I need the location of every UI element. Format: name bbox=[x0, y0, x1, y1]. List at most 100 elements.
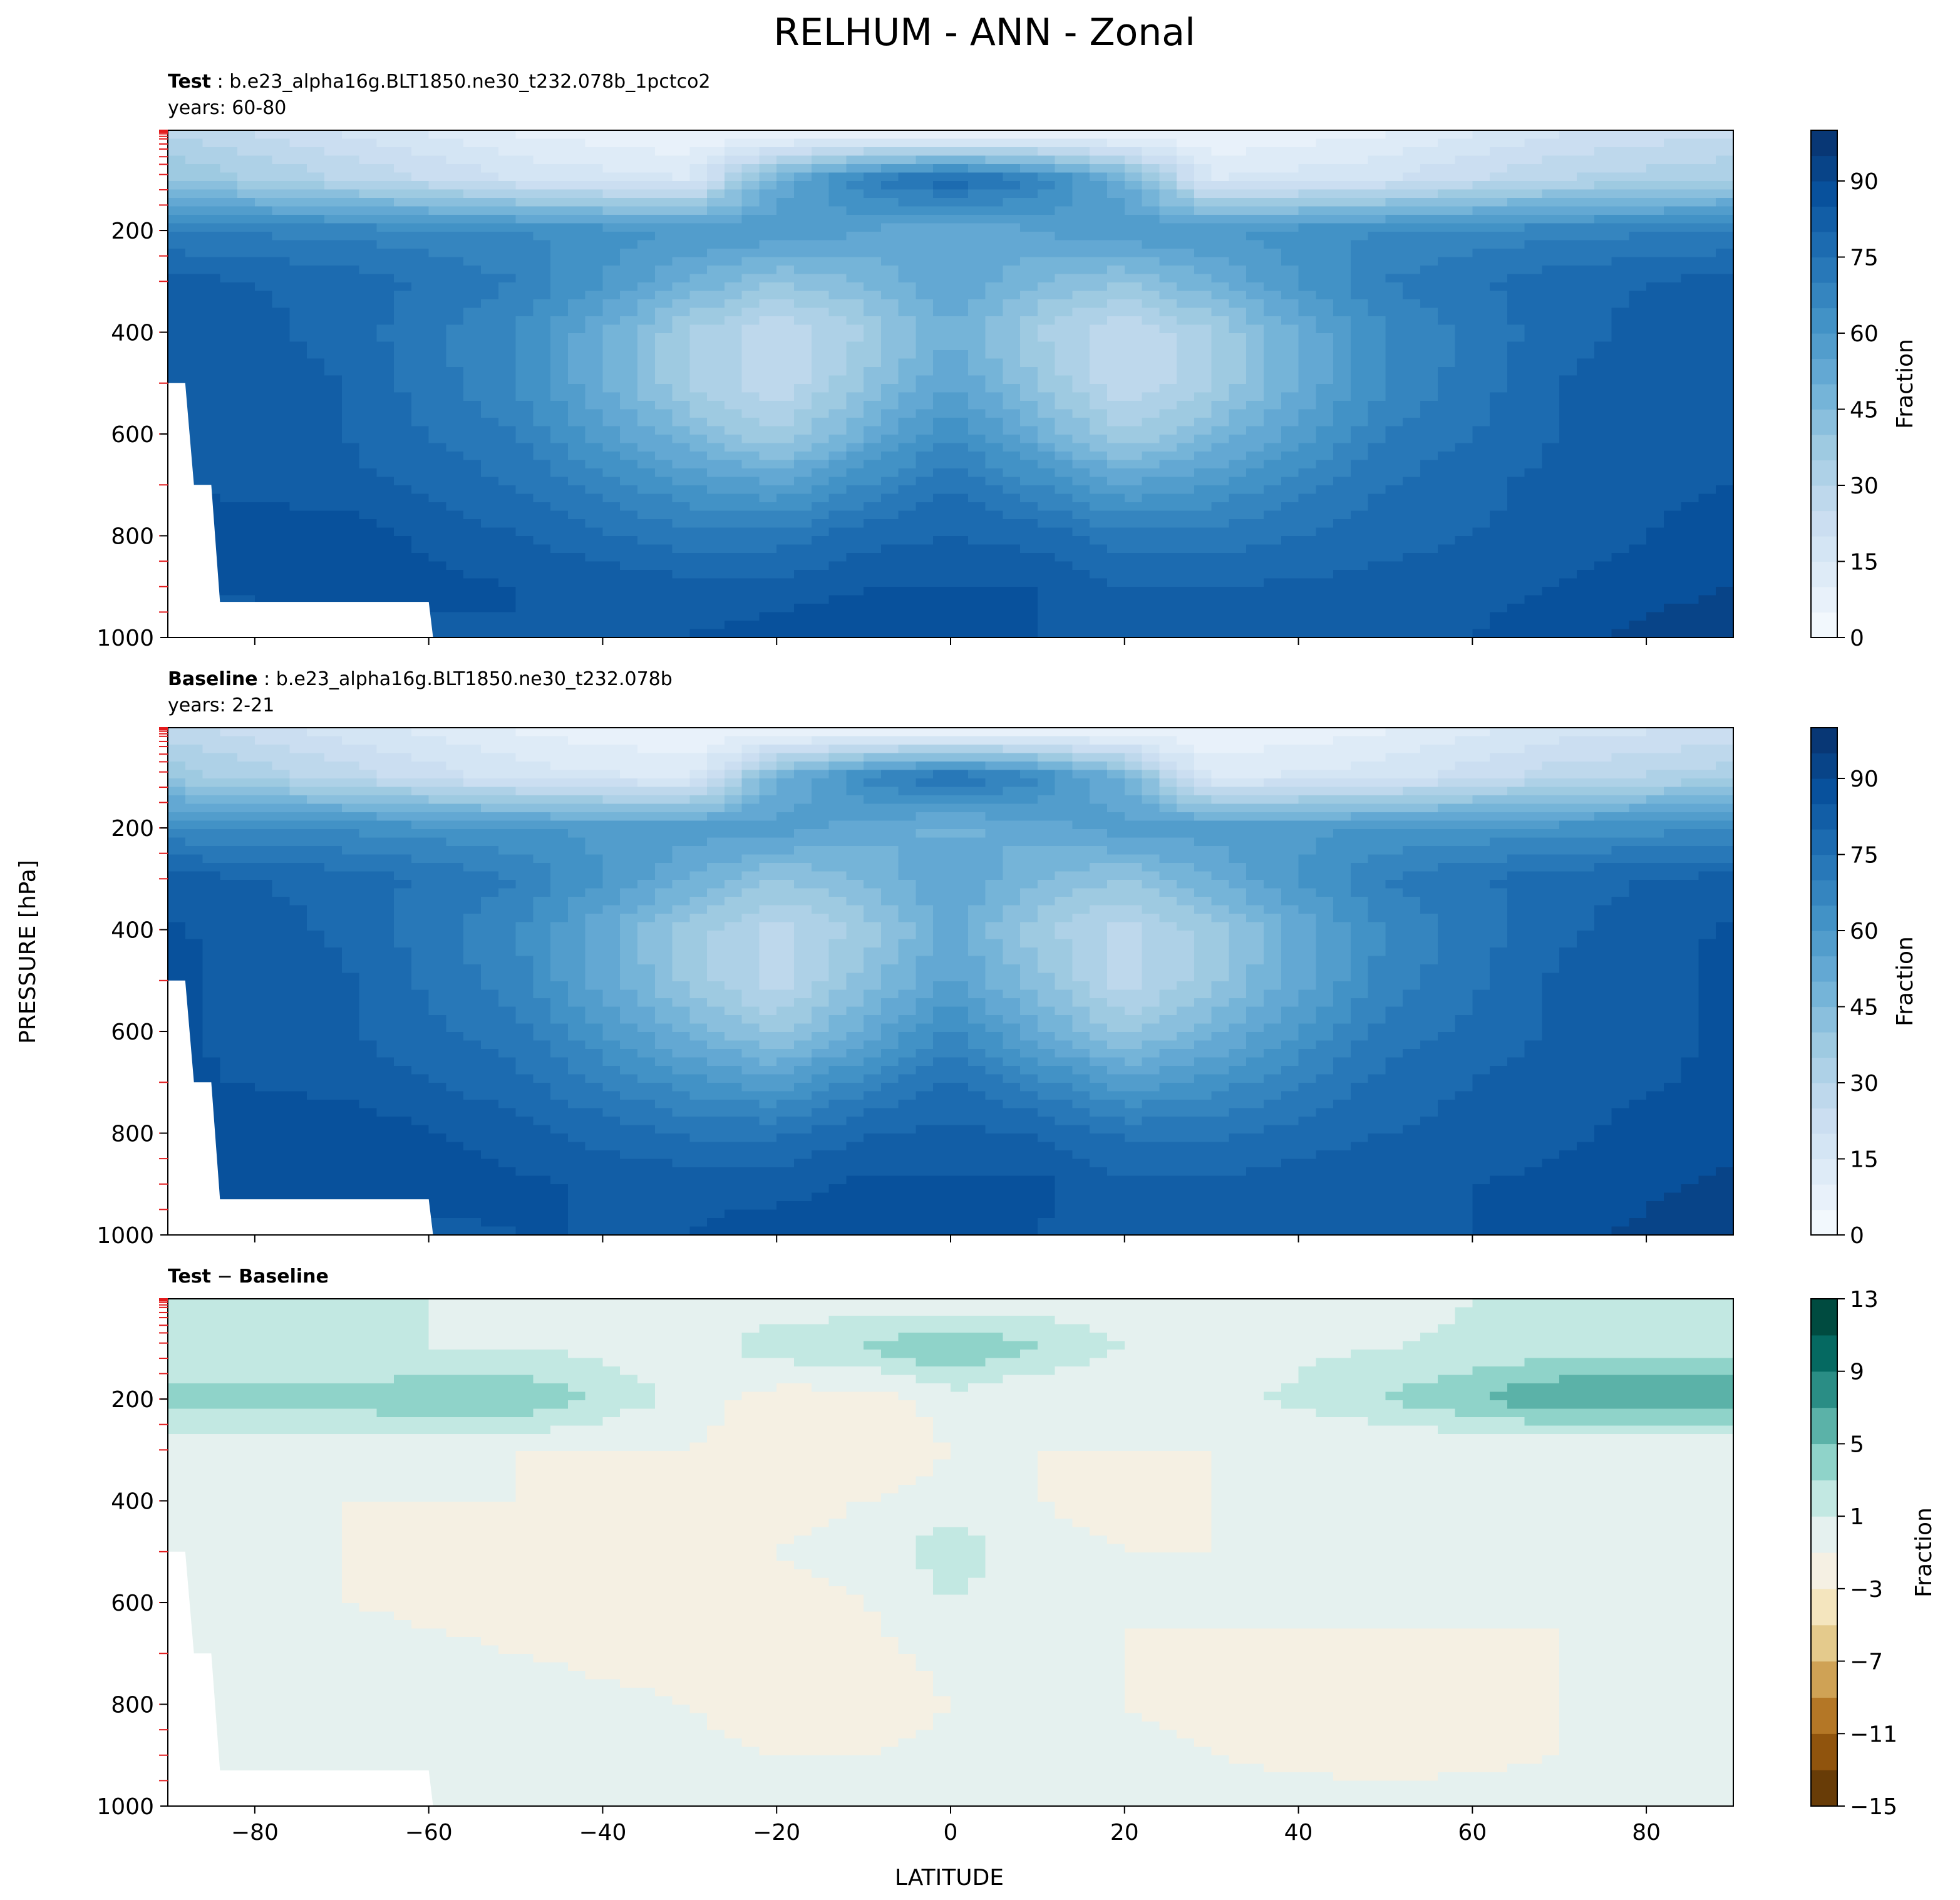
field-cell bbox=[1124, 164, 1143, 173]
field-cell bbox=[864, 544, 882, 554]
field-cell bbox=[672, 324, 691, 334]
field-cell bbox=[1716, 164, 1734, 173]
field-cell bbox=[654, 435, 673, 444]
field-cell bbox=[1368, 460, 1386, 469]
field-cell bbox=[620, 527, 638, 537]
field-cell bbox=[515, 316, 534, 326]
field-cell bbox=[794, 587, 812, 596]
field-cell bbox=[1037, 307, 1056, 317]
field-cell bbox=[1229, 291, 1247, 300]
field-cell bbox=[498, 561, 517, 571]
field-cell bbox=[1663, 358, 1682, 368]
field-cell bbox=[1298, 155, 1317, 165]
field-cell bbox=[324, 147, 343, 157]
field-cell bbox=[1020, 155, 1038, 165]
field-cell bbox=[515, 358, 534, 368]
field-cell bbox=[672, 570, 691, 579]
field-cell bbox=[864, 510, 882, 520]
field-cell bbox=[1142, 401, 1160, 410]
field-cell bbox=[759, 536, 778, 545]
field-cell bbox=[1663, 249, 1682, 258]
field-cell bbox=[1507, 485, 1525, 495]
field-cell bbox=[1524, 409, 1543, 418]
field-cell bbox=[933, 384, 951, 393]
field-cell bbox=[1524, 291, 1543, 300]
field-cell bbox=[428, 426, 447, 435]
field-cell bbox=[1316, 435, 1334, 444]
field-cell bbox=[811, 578, 830, 587]
field-cell bbox=[359, 324, 378, 334]
field-cell bbox=[1594, 435, 1612, 444]
field-cell bbox=[289, 299, 308, 309]
field-cell bbox=[1229, 527, 1247, 537]
field-cell bbox=[1333, 561, 1351, 571]
field-cell bbox=[1211, 181, 1230, 190]
field-cell bbox=[1211, 443, 1230, 452]
field-cell bbox=[672, 181, 691, 190]
field-cell bbox=[1385, 587, 1404, 596]
field-cell bbox=[741, 223, 760, 232]
field-cell bbox=[1385, 215, 1404, 224]
panel-1-years: years: 60-80 bbox=[168, 97, 286, 119]
field-cell bbox=[724, 435, 743, 444]
field-cell bbox=[828, 130, 847, 140]
field-cell bbox=[567, 350, 586, 359]
field-cell bbox=[951, 333, 969, 343]
field-cell bbox=[741, 181, 760, 190]
field-cell bbox=[1264, 274, 1282, 283]
field-cell bbox=[533, 164, 551, 173]
field-cell bbox=[1472, 299, 1490, 309]
field-cell bbox=[359, 307, 378, 317]
field-cell bbox=[1246, 418, 1264, 427]
field-cell bbox=[689, 198, 708, 207]
field-cell bbox=[1559, 426, 1577, 435]
field-cell bbox=[1020, 561, 1038, 571]
field-cell bbox=[1403, 155, 1421, 165]
field-cell bbox=[289, 282, 308, 292]
field-cell bbox=[254, 493, 273, 503]
field-cell bbox=[1437, 341, 1456, 351]
field-cell bbox=[1264, 206, 1282, 215]
field-cell bbox=[446, 519, 465, 529]
field-cell bbox=[1681, 587, 1700, 596]
field-cell bbox=[864, 350, 882, 359]
field-cell bbox=[1003, 443, 1021, 452]
field-cell bbox=[1229, 561, 1247, 571]
field-cell bbox=[550, 401, 569, 410]
field-cell bbox=[359, 570, 378, 579]
field-cell bbox=[1107, 155, 1125, 165]
field-cell bbox=[1142, 477, 1160, 486]
field-cell bbox=[567, 299, 586, 309]
field-cell bbox=[759, 282, 778, 292]
field-cell bbox=[1281, 392, 1299, 401]
field-cell bbox=[1090, 519, 1108, 529]
field-cell bbox=[759, 266, 778, 275]
field-cell bbox=[1646, 435, 1664, 444]
field-cell bbox=[1403, 324, 1421, 334]
field-cell bbox=[1490, 384, 1508, 393]
field-cell bbox=[1107, 341, 1125, 351]
field-cell bbox=[1559, 274, 1577, 283]
field-cell bbox=[1524, 257, 1543, 266]
field-cell bbox=[446, 409, 465, 418]
field-cell bbox=[1455, 240, 1473, 249]
field-cell bbox=[272, 181, 291, 190]
field-cell bbox=[1577, 485, 1595, 495]
field-cell bbox=[341, 561, 360, 571]
field-cell bbox=[1559, 493, 1577, 503]
field-cell bbox=[202, 367, 221, 376]
field-cell bbox=[168, 291, 186, 300]
field-cell bbox=[828, 519, 847, 529]
field-cell bbox=[1663, 130, 1682, 140]
field-cell bbox=[481, 570, 499, 579]
field-cell bbox=[1124, 257, 1143, 266]
field-cell bbox=[585, 223, 604, 232]
field-cell bbox=[985, 409, 1004, 418]
field-cell bbox=[864, 164, 882, 173]
field-cell bbox=[1090, 257, 1108, 266]
field-cell bbox=[707, 493, 725, 503]
field-cell bbox=[1420, 257, 1438, 266]
field-cell bbox=[620, 155, 638, 165]
field-cell bbox=[324, 460, 343, 469]
field-cell bbox=[811, 375, 830, 385]
